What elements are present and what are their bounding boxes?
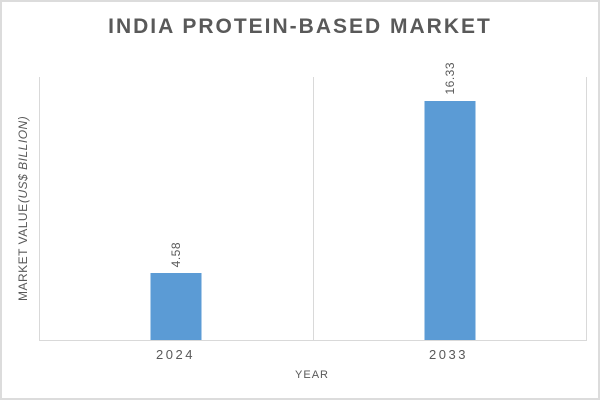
- x-axis-title: YEAR: [295, 369, 329, 381]
- category-slot-2024: 4.58: [40, 77, 314, 340]
- plot-area: 4.58 16.33: [39, 62, 587, 341]
- data-label-2033: 16.33: [442, 62, 457, 95]
- y-axis-title: MARKET VALUE (US$ BILLION): [16, 77, 30, 340]
- bar-2024: [150, 273, 202, 340]
- x-tick-2033: 2033: [429, 347, 468, 362]
- x-axis-ticks: 2024 2033: [39, 347, 585, 362]
- chart-title: INDIA PROTEIN-BASED MARKET: [108, 15, 492, 38]
- category-slot-2033: 16.33: [314, 62, 587, 340]
- x-tick-2024: 2024: [156, 347, 195, 362]
- data-label-2024: 4.58: [169, 241, 184, 267]
- y-axis-title-regular: MARKET VALUE: [16, 203, 30, 301]
- bar-2033: [424, 101, 476, 340]
- y-axis-title-italic: (US$ BILLION): [16, 116, 30, 204]
- bar-slots: 4.58 16.33: [40, 62, 587, 340]
